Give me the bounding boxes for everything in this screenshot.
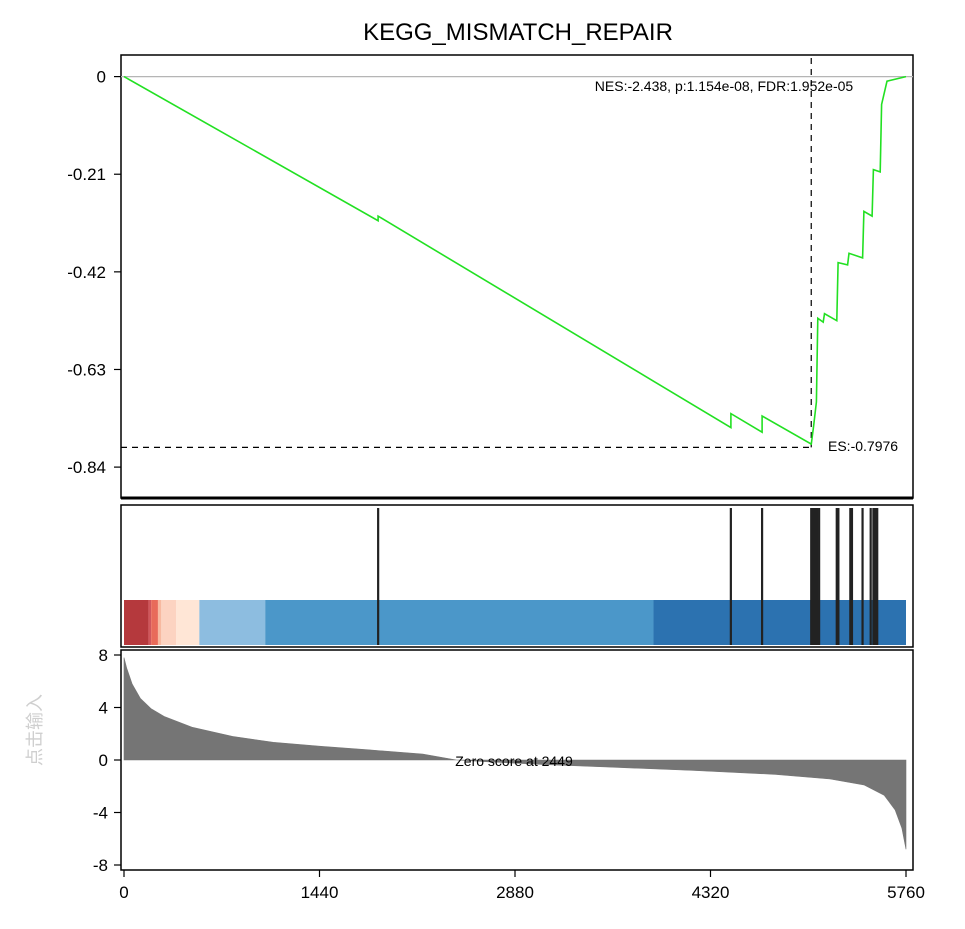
rank-heatmap xyxy=(124,600,906,645)
ranked-metric-area xyxy=(123,657,907,850)
es-curve-line xyxy=(123,75,907,445)
metric-y-tick-label: 0 xyxy=(99,751,108,770)
heatmap-segment xyxy=(124,600,149,645)
heatmap-segment xyxy=(157,600,162,645)
metric-y-tick-label: -8 xyxy=(93,856,108,875)
stats-annotation: NES:-2.438, p:1.154e-08, FDR:1.952e-05 xyxy=(595,78,854,94)
watermark-text: 点击输入 xyxy=(25,694,45,766)
es-annotation: ES:-0.7976 xyxy=(828,438,898,454)
heatmap-segment xyxy=(151,600,158,645)
heatmap-segment xyxy=(161,600,177,645)
chart-title: KEGG_MISMATCH_REPAIR xyxy=(363,19,673,46)
x-tick-label: 1440 xyxy=(301,883,339,902)
heatmap-segment xyxy=(653,600,906,645)
hits-panel-frame xyxy=(120,504,914,648)
x-tick-label: 4320 xyxy=(692,883,730,902)
es-y-tick-label: -0.42 xyxy=(67,263,106,282)
x-axis: 0 1440 2880 4320 5760 xyxy=(119,870,925,902)
x-tick-label: 0 xyxy=(119,883,128,902)
heatmap-segment xyxy=(176,600,200,645)
x-tick-label: 2880 xyxy=(496,883,534,902)
es-curve-group xyxy=(123,75,907,445)
x-tick-label: 5760 xyxy=(887,883,925,902)
ranked-metric xyxy=(123,657,907,850)
metric-y-tick-label: -4 xyxy=(93,804,108,823)
es-panel-frame xyxy=(120,54,914,499)
gene-hits xyxy=(377,508,879,645)
es-guide-lines xyxy=(121,58,913,448)
es-y-tick-label: -0.63 xyxy=(67,360,106,379)
metric-y-axis: 8 4 0 -4 -8 xyxy=(93,646,121,875)
heatmap-segment xyxy=(199,600,266,645)
heatmap-segment xyxy=(265,600,654,645)
es-y-tick-label: 0 xyxy=(97,68,106,87)
metric-y-tick-label: 8 xyxy=(99,646,108,665)
es-y-tick-label: -0.84 xyxy=(67,458,106,477)
es-y-tick-label: -0.21 xyxy=(67,165,106,184)
heatmap-segment xyxy=(148,600,152,645)
es-y-axis: 0 -0.21 -0.42 -0.63 -0.84 xyxy=(67,68,121,477)
metric-y-tick-label: 4 xyxy=(99,699,108,718)
zero-score-annotation: Zero score at 2449 xyxy=(455,753,573,769)
